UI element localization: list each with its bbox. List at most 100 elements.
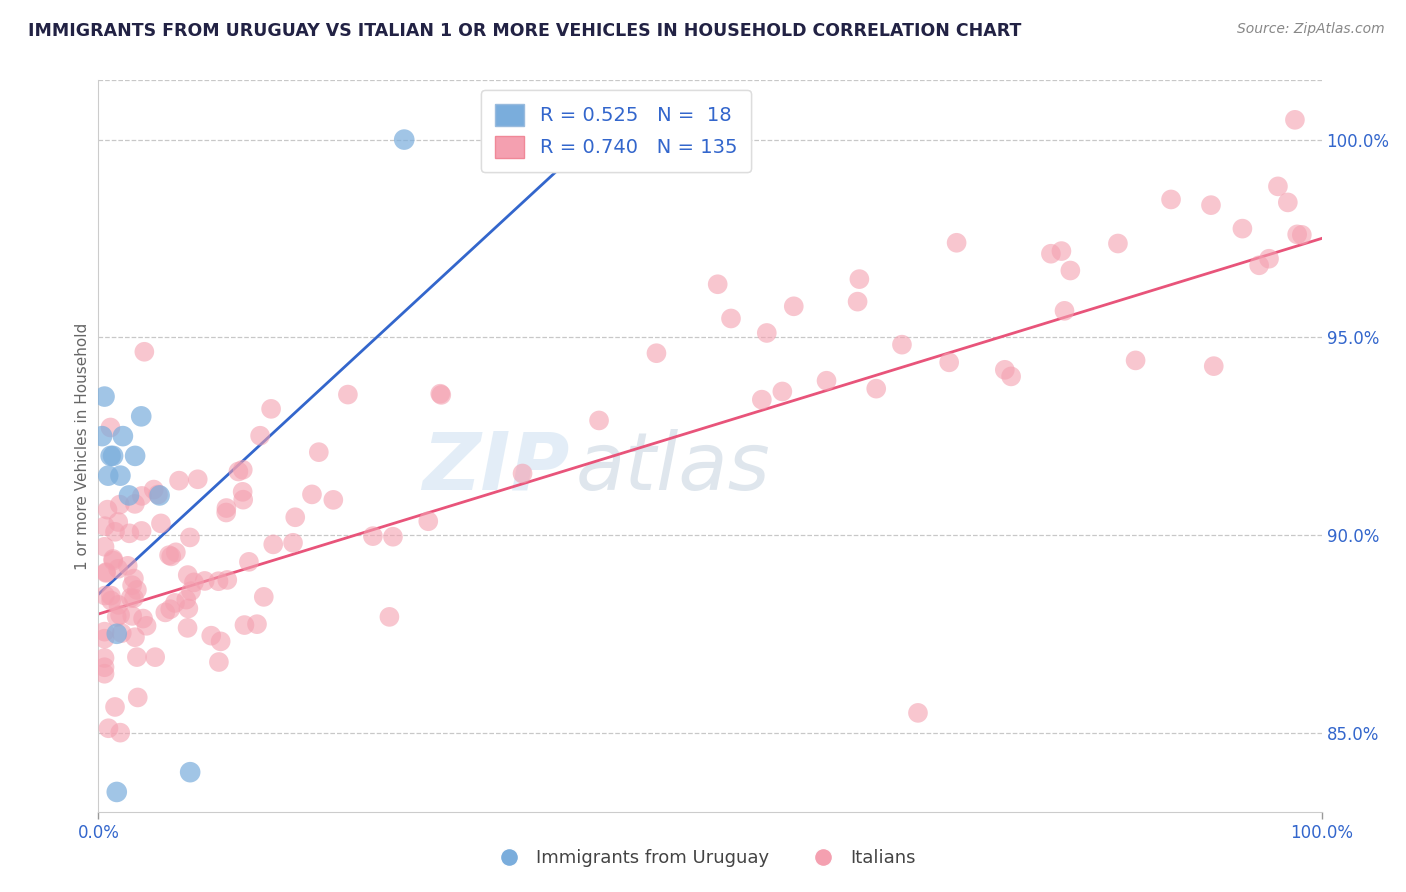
Point <box>111 626 134 640</box>
Point <box>994 363 1017 377</box>
Point <box>125 650 148 665</box>
Point <box>120 591 142 605</box>
Point <box>322 492 344 507</box>
Point <box>382 530 405 544</box>
Point <box>93 660 115 674</box>
Point <box>260 401 283 416</box>
Point <box>1000 369 1022 384</box>
Point <box>163 596 186 610</box>
Point <box>108 498 131 512</box>
Point <box>217 573 239 587</box>
Point <box>215 506 238 520</box>
Point <box>228 465 250 479</box>
Point <box>418 514 440 528</box>
Point <box>96 502 118 516</box>
Point <box>124 497 146 511</box>
Point <box>179 765 201 780</box>
Point <box>149 488 172 502</box>
Point <box>174 592 197 607</box>
Point <box>107 515 129 529</box>
Point <box>232 484 254 499</box>
Point <box>815 374 838 388</box>
Point <box>1286 227 1309 242</box>
Point <box>187 472 209 486</box>
Point <box>105 627 128 641</box>
Point <box>308 445 330 459</box>
Point <box>107 562 129 576</box>
Point <box>108 607 131 622</box>
Point <box>94 589 117 603</box>
Point <box>706 277 728 292</box>
Point <box>392 132 416 146</box>
Point <box>783 299 806 313</box>
Point <box>177 601 200 615</box>
Point <box>262 537 284 551</box>
Point <box>1050 244 1073 258</box>
Point <box>110 725 132 739</box>
Point <box>207 574 229 589</box>
Point <box>93 390 115 404</box>
Point <box>117 558 139 573</box>
Point <box>146 487 169 501</box>
Point <box>142 483 165 497</box>
Point <box>134 344 156 359</box>
Point <box>111 429 134 443</box>
Point <box>160 549 183 564</box>
Point <box>104 700 127 714</box>
Point <box>907 706 929 720</box>
Point <box>645 346 668 360</box>
Point <box>91 429 114 443</box>
Point <box>94 519 117 533</box>
Point <box>1249 258 1271 272</box>
Point <box>751 392 773 407</box>
Point <box>755 326 778 340</box>
Point <box>770 384 793 399</box>
Point <box>118 526 141 541</box>
Point <box>103 554 125 568</box>
Point <box>104 524 127 539</box>
Text: Source: ZipAtlas.com: Source: ZipAtlas.com <box>1237 22 1385 37</box>
Point <box>129 409 152 424</box>
Point <box>1232 221 1254 235</box>
Point <box>127 690 149 705</box>
Point <box>1059 263 1081 277</box>
Point <box>124 630 146 644</box>
Point <box>232 463 254 477</box>
Point <box>100 593 122 607</box>
Point <box>553 153 575 167</box>
Point <box>378 610 401 624</box>
Point <box>107 598 129 612</box>
Point <box>1160 193 1182 207</box>
Point <box>93 651 115 665</box>
Point <box>233 618 256 632</box>
Point <box>588 413 610 427</box>
Point <box>848 272 870 286</box>
Point <box>595 137 617 152</box>
Point <box>100 449 122 463</box>
Point <box>97 468 120 483</box>
Point <box>1258 252 1281 266</box>
Text: ZIP: ZIP <box>422 429 569 507</box>
Point <box>1277 195 1299 210</box>
Point <box>125 582 148 597</box>
Point <box>176 621 198 635</box>
Text: IMMIGRANTS FROM URUGUAY VS ITALIAN 1 OR MORE VEHICLES IN HOUSEHOLD CORRELATION C: IMMIGRANTS FROM URUGUAY VS ITALIAN 1 OR … <box>28 22 1022 40</box>
Point <box>93 540 115 554</box>
Point <box>1267 179 1289 194</box>
Point <box>100 589 122 603</box>
Point <box>865 382 887 396</box>
Point <box>1107 236 1129 251</box>
Point <box>891 337 914 351</box>
Point <box>101 449 124 463</box>
Y-axis label: 1 or more Vehicles in Household: 1 or more Vehicles in Household <box>75 322 90 570</box>
Point <box>135 619 157 633</box>
Legend: R = 0.525   N =  18, R = 0.740   N = 135: R = 0.525 N = 18, R = 0.740 N = 135 <box>481 90 751 172</box>
Legend: Immigrants from Uruguay, Italians: Immigrants from Uruguay, Italians <box>484 842 922 874</box>
Point <box>1199 198 1222 212</box>
Point <box>600 132 623 146</box>
Point <box>179 530 201 544</box>
Point <box>512 467 534 481</box>
Point <box>1125 353 1147 368</box>
Point <box>101 552 124 566</box>
Point <box>159 602 181 616</box>
